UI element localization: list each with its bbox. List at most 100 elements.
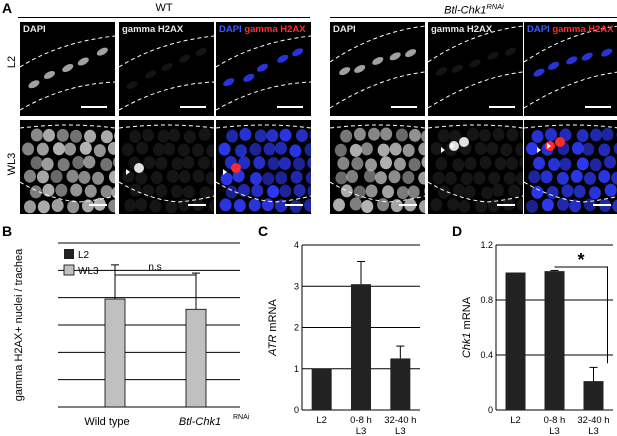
nucleus (466, 127, 479, 141)
nucleus (28, 80, 40, 89)
nucleus (612, 199, 617, 213)
nucleus (205, 171, 214, 185)
nucleus (206, 144, 214, 158)
nucleus (519, 128, 523, 141)
nucleus (458, 200, 471, 214)
nucleus (126, 81, 138, 90)
nucleus (581, 52, 593, 61)
nucleus (111, 186, 115, 199)
nucleus (135, 171, 148, 185)
y-axis-label-unit: mRNA (267, 299, 279, 335)
nucleus (129, 129, 142, 143)
x-tick-label: L3 (549, 426, 560, 436)
nucleus (253, 156, 266, 170)
nucleus (479, 155, 492, 169)
nucleus (571, 141, 584, 155)
nucleus (337, 156, 350, 170)
nucleus (570, 169, 583, 183)
nucleus (353, 185, 366, 199)
nucleus (81, 199, 94, 213)
nucleus (380, 127, 393, 141)
micrograph-chk1-l2-merge: DAPI gamma H2AX (524, 22, 617, 116)
nucleus (486, 141, 499, 155)
tissue-boundary (524, 25, 617, 63)
nucleus (435, 67, 447, 76)
nucleus (50, 169, 63, 183)
nucleus (421, 156, 425, 168)
nucleus (275, 171, 288, 185)
nucleus (220, 172, 233, 186)
micrograph-chk1-wl3-merge (524, 120, 617, 214)
nucleus (346, 170, 359, 184)
channel-label: gamma H2AX (122, 24, 184, 35)
nucleus (418, 171, 425, 185)
nucleus (506, 128, 519, 142)
nucleus (279, 184, 292, 198)
nucleus (611, 171, 617, 185)
arrowhead-icon (451, 143, 455, 149)
tissue-boundary (119, 181, 214, 203)
row-label-wl3: WL3 (6, 152, 18, 176)
nucleus (292, 48, 304, 57)
nucleus (374, 171, 387, 185)
nucleus (519, 156, 523, 169)
micrograph-wt-wl3-dapi (20, 120, 115, 214)
nucleus (112, 157, 115, 168)
nucleus (249, 142, 262, 156)
nucleus (182, 185, 195, 199)
nucleus (349, 197, 362, 211)
nucleus (256, 63, 268, 72)
nucleus (108, 199, 115, 213)
scale-bar (81, 106, 107, 108)
nucleus (402, 170, 415, 184)
nucleus (304, 143, 311, 157)
nucleus (178, 170, 191, 184)
nucleus (528, 170, 541, 184)
nucleus (548, 61, 560, 70)
bar (311, 368, 332, 410)
nucleus (584, 171, 597, 185)
significance-bracket (554, 266, 608, 364)
nucleus (480, 186, 493, 200)
nucleus (226, 129, 239, 143)
nucleus (78, 170, 91, 184)
nucleus (62, 64, 74, 73)
micrograph-wt-wl3-h2ax (119, 120, 214, 214)
nucleus (487, 51, 499, 60)
significance-label: n.s (148, 262, 161, 273)
nucleus (469, 59, 481, 68)
nucleus (168, 128, 181, 142)
scale-bar (391, 106, 417, 108)
nucleus (395, 128, 408, 142)
nucleus (601, 127, 614, 141)
micrograph-chk1-wl3-h2ax (428, 120, 523, 214)
nucleus (163, 142, 176, 156)
nucleus (251, 184, 264, 198)
scale-bar (277, 106, 303, 108)
arrowhead-icon (441, 147, 445, 153)
nucleus (41, 157, 54, 171)
nucleus (305, 171, 311, 185)
condition-wt-label: WT (155, 2, 173, 14)
nucleus (474, 142, 487, 156)
nucleus (309, 130, 311, 140)
nucleus (559, 157, 572, 171)
nucleus (407, 185, 420, 199)
nucleus (353, 127, 366, 141)
nucleus (604, 183, 617, 197)
x-tick-label: Btl-Chk1 (179, 416, 221, 428)
micrograph-chk1-wl3-dapi (330, 120, 425, 214)
nucleus (218, 142, 231, 156)
nucleus (430, 142, 443, 156)
tissue-boundary (216, 35, 311, 68)
nucleus (192, 169, 205, 183)
nucleus (179, 54, 191, 63)
nucleus (92, 171, 105, 185)
chart-b: gamma H2AX+ nuclei / trachea L2 WL3 n.s Wild… (13, 242, 250, 428)
channel-label: gamma H2AX (431, 24, 493, 35)
nucleus (500, 143, 513, 157)
nucleus (157, 129, 170, 143)
bar (351, 284, 371, 410)
nucleus (36, 170, 49, 184)
nucleus (340, 129, 353, 143)
